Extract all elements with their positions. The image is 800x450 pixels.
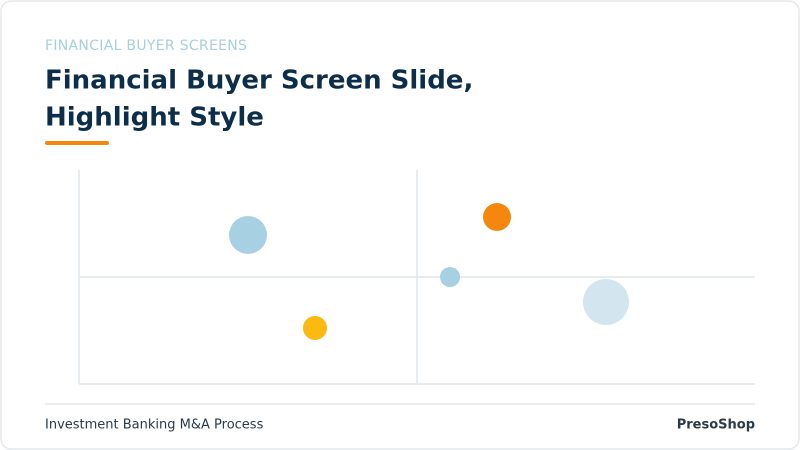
title-line: Highlight Style bbox=[45, 103, 264, 133]
title-underline bbox=[45, 141, 109, 145]
eyebrow: FINANCIAL BUYER SCREENS bbox=[45, 38, 247, 54]
matrix bbox=[78, 170, 755, 385]
bubble bbox=[583, 279, 629, 325]
footer-left: Investment Banking M&A Process bbox=[45, 418, 264, 433]
title-line: Financial Buyer Screen Slide, bbox=[45, 66, 473, 96]
bubble bbox=[440, 267, 460, 287]
footer-brand: PresoShop bbox=[677, 418, 755, 433]
bubble bbox=[229, 216, 267, 254]
bubble bbox=[303, 316, 327, 340]
bubble bbox=[483, 203, 511, 231]
